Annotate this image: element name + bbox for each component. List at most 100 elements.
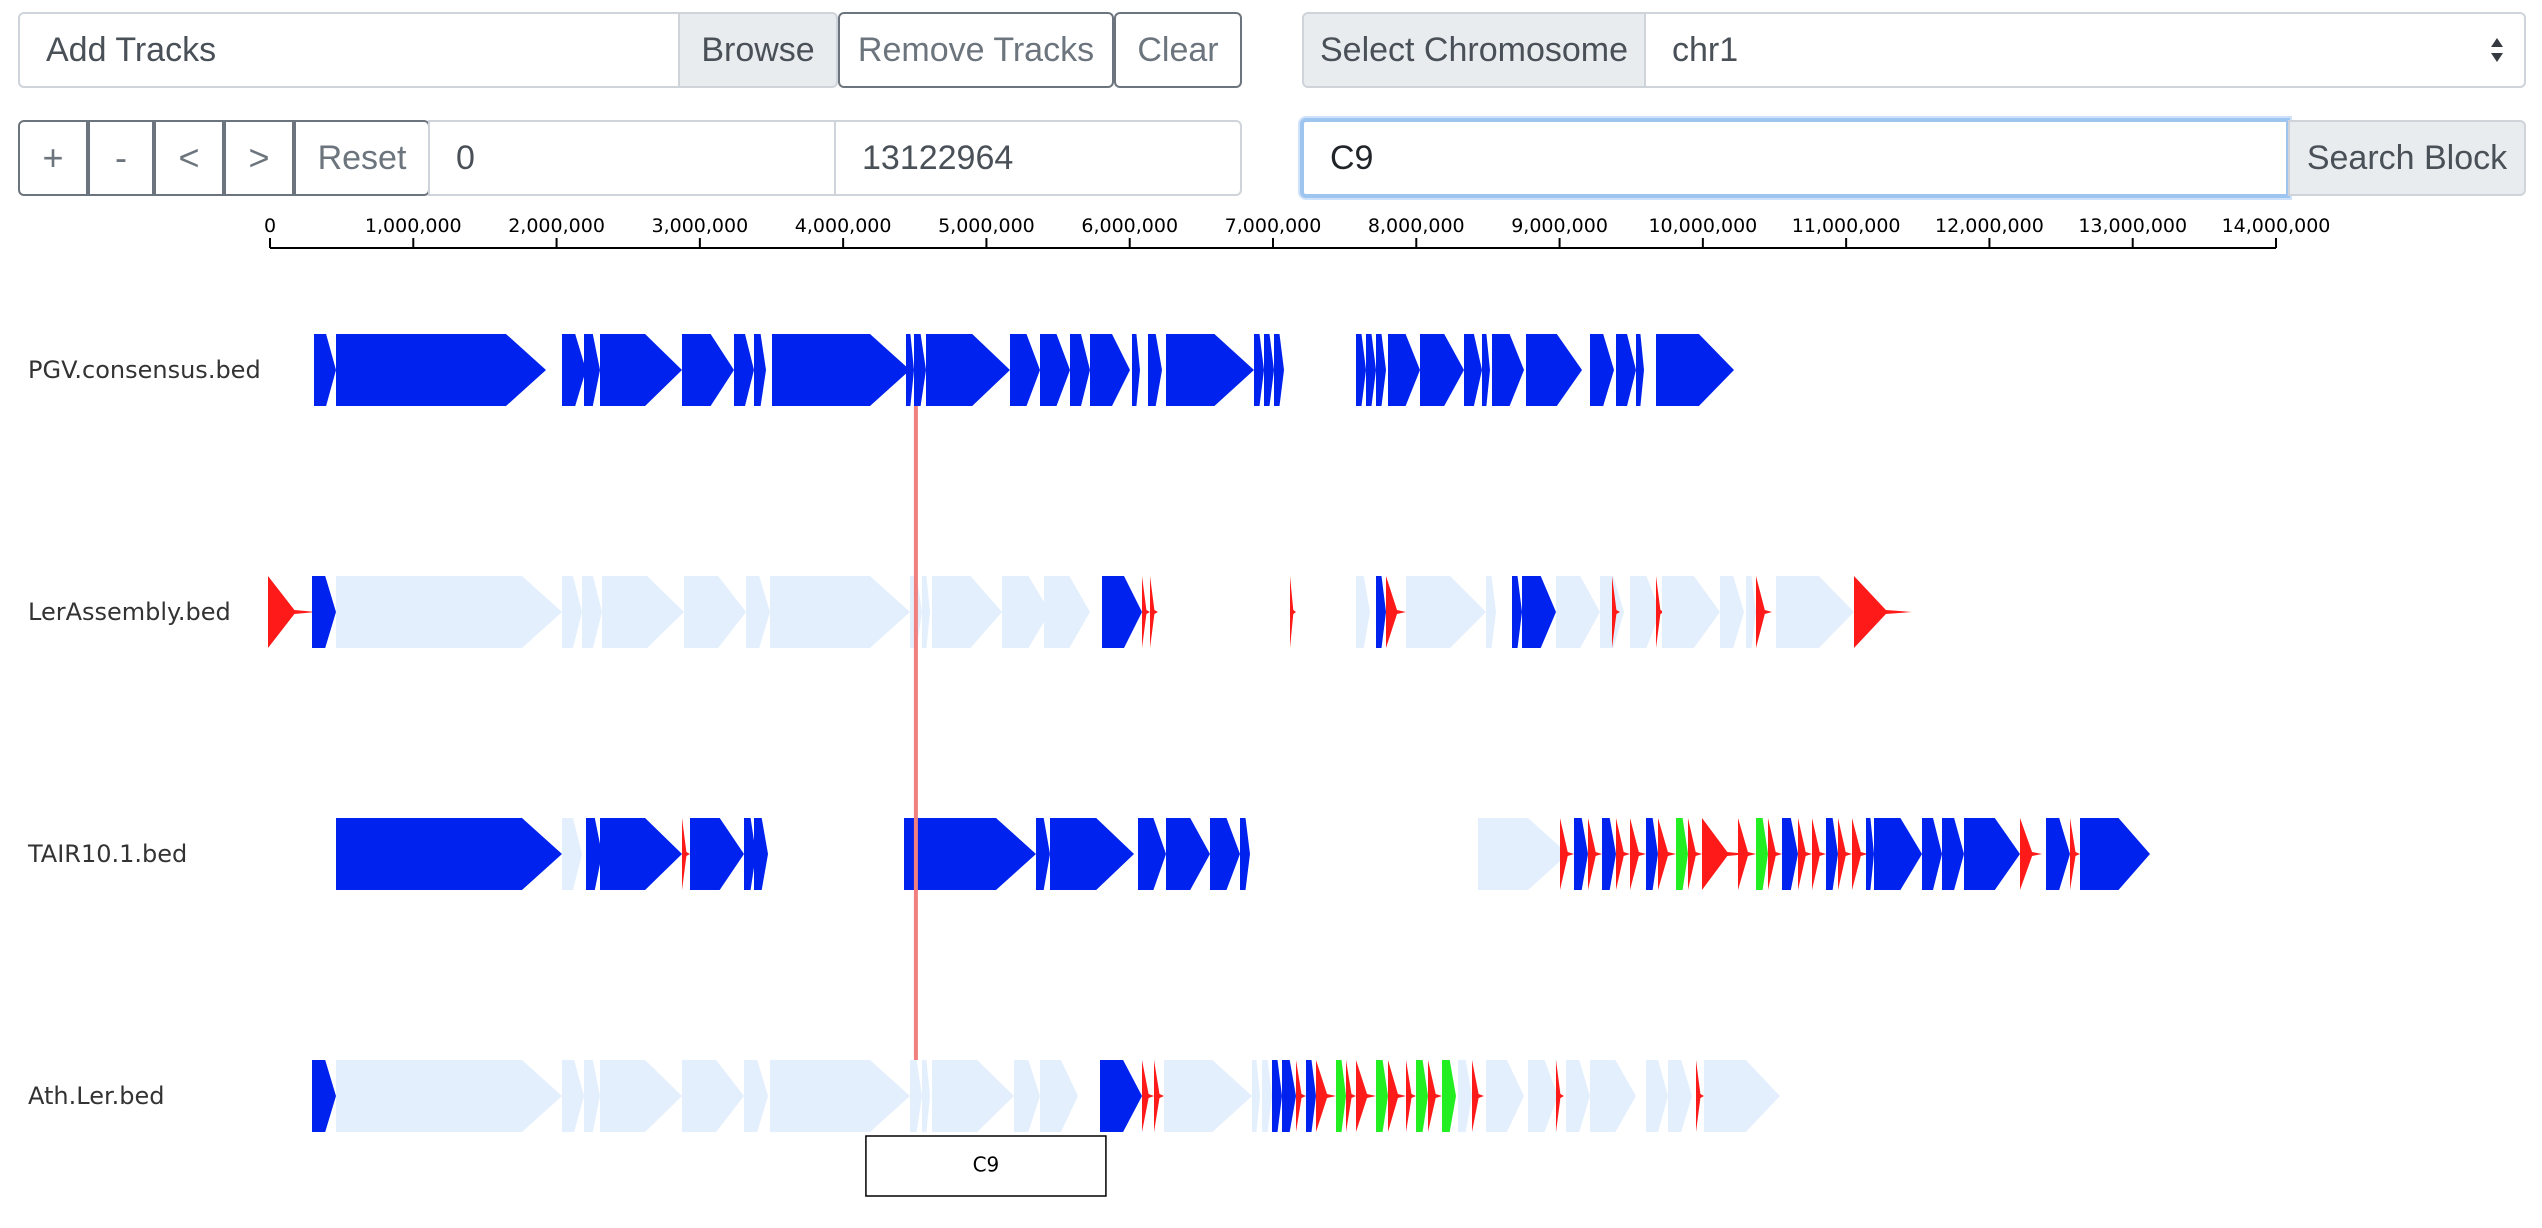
synteny-block-absent[interactable] [1002,576,1050,648]
synteny-block-forward[interactable] [600,334,682,406]
synteny-block-forward[interactable] [1826,818,1838,890]
synteny-block-absent[interactable] [1406,576,1486,648]
synteny-block-forward[interactable] [1874,818,1922,890]
synteny-block-reverse[interactable] [1838,818,1852,890]
synteny-block-absent[interactable] [562,576,582,648]
synteny-block-absent[interactable] [922,1060,930,1132]
synteny-block-reverse[interactable] [1346,1060,1356,1132]
synteny-block-forward[interactable] [1376,334,1386,406]
synteny-block-reverse[interactable] [1356,1060,1376,1132]
synteny-block-forward[interactable] [312,576,336,648]
synteny-block-forward[interactable] [1036,818,1050,890]
synteny-block-forward[interactable] [1070,334,1090,406]
synteny-block-forward[interactable] [1306,1060,1316,1132]
synteny-block-absent[interactable] [336,576,562,648]
synteny-block-forward[interactable] [1942,818,1964,890]
synteny-block-forward[interactable] [1420,334,1464,406]
synteny-block-absent[interactable] [1252,1060,1260,1132]
synteny-block-reverse[interactable] [1616,818,1630,890]
synteny-block-forward[interactable] [734,334,754,406]
synteny-block-forward[interactable] [1646,818,1658,890]
reset-button[interactable]: Reset [294,120,430,196]
synteny-block-forward[interactable] [1922,818,1942,890]
synteny-block-forward[interactable] [1138,818,1166,890]
synteny-block-forward[interactable] [1356,334,1366,406]
synteny-block-forward[interactable] [1040,334,1070,406]
synteny-block-forward[interactable] [1512,576,1522,648]
synteny-block-absent[interactable] [1486,576,1496,648]
synteny-block-forward[interactable] [914,334,926,406]
range-end-input[interactable]: 13122964 [834,120,1242,196]
synteny-block-reverse[interactable] [1560,818,1574,890]
synteny-block-reverse[interactable] [1556,1060,1564,1132]
synteny-block-reverse[interactable] [1316,1060,1336,1132]
track-1[interactable] [314,334,1734,406]
synteny-block-absent[interactable] [562,818,582,890]
synteny-block-reverse[interactable] [1812,818,1826,890]
synteny-block-absent[interactable] [1630,576,1660,648]
synteny-block-forward[interactable] [1254,334,1264,406]
synteny-block-reverse[interactable] [1154,1060,1164,1132]
synteny-block-forward[interactable] [1574,818,1588,890]
synteny-block-absent[interactable] [744,1060,768,1132]
pan-right-button[interactable]: > [224,120,294,196]
synteny-block-absent[interactable] [1668,1060,1692,1132]
synteny-block-forward[interactable] [754,334,766,406]
synteny-block-other[interactable] [1376,1060,1388,1132]
synteny-block-forward[interactable] [1866,818,1874,890]
synteny-block-forward[interactable] [1656,334,1734,406]
synteny-block-reverse[interactable] [1406,1060,1416,1132]
synteny-block-forward[interactable] [1050,818,1134,890]
synteny-block-absent[interactable] [1262,1060,1272,1132]
synteny-block-reverse[interactable] [1738,818,1756,890]
synteny-block-forward[interactable] [926,334,1010,406]
synteny-block-absent[interactable] [932,576,1002,648]
synteny-block-absent[interactable] [602,576,684,648]
synteny-block-forward[interactable] [2046,818,2070,890]
synteny-block-reverse[interactable] [1386,576,1406,648]
track-3[interactable] [336,818,2150,890]
synteny-block-absent[interactable] [600,1060,682,1132]
synteny-block-forward[interactable] [1616,334,1636,406]
synteny-block-absent[interactable] [1566,1060,1590,1132]
synteny-block-forward[interactable] [906,334,914,406]
synteny-block-absent[interactable] [1486,1060,1524,1132]
synteny-block-forward[interactable] [690,818,744,890]
synteny-block-absent[interactable] [932,1060,1014,1132]
synteny-block-reverse[interactable] [1296,1060,1306,1132]
synteny-block-absent[interactable] [1646,1060,1668,1132]
synteny-block-reverse[interactable] [1290,576,1296,648]
synteny-block-forward[interactable] [1148,334,1162,406]
synteny-block-absent[interactable] [336,1060,562,1132]
synteny-block-absent[interactable] [1356,576,1370,648]
synteny-block-reverse[interactable] [1630,818,1646,890]
synteny-block-forward[interactable] [1272,1060,1282,1132]
synteny-block-absent[interactable] [682,1060,744,1132]
track-2[interactable] [268,576,1912,648]
synteny-block-other[interactable] [1336,1060,1346,1132]
add-tracks-input[interactable]: Add Tracks [18,12,680,88]
synteny-block-forward[interactable] [1388,334,1420,406]
synteny-block-absent[interactable] [584,1060,600,1132]
chromosome-select[interactable]: chr1 [1644,12,2526,88]
synteny-block-absent[interactable] [1704,1060,1780,1132]
synteny-block-reverse[interactable] [1768,818,1782,890]
tracks-area[interactable] [268,334,2150,1132]
synteny-block-forward[interactable] [336,818,562,890]
search-block-input[interactable]: C9 [1300,118,2290,198]
synteny-block-forward[interactable] [1492,334,1524,406]
synteny-block-forward[interactable] [772,334,910,406]
synteny-block-other[interactable] [1756,818,1768,890]
clear-button[interactable]: Clear [1114,12,1242,88]
synteny-block-absent[interactable] [684,576,746,648]
synteny-block-forward[interactable] [1282,1060,1296,1132]
synteny-block-absent[interactable] [922,576,930,648]
synteny-block-forward[interactable] [1590,334,1614,406]
synteny-block-forward[interactable] [336,334,546,406]
synteny-block-other[interactable] [1416,1060,1428,1132]
synteny-block-absent[interactable] [1044,576,1090,648]
track-4[interactable] [312,1060,1780,1132]
synteny-block-absent[interactable] [582,576,602,648]
zoom-out-button[interactable]: - [88,120,154,196]
synteny-block-reverse[interactable] [1688,818,1702,890]
